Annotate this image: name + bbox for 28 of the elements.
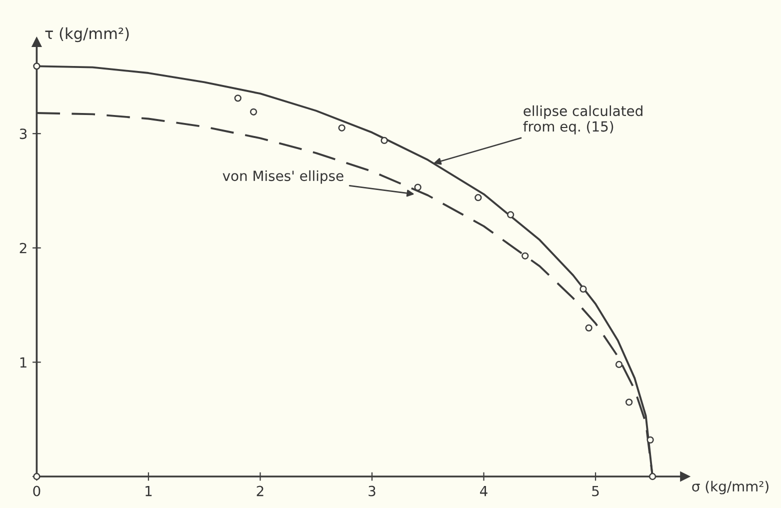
point [580,285,587,293]
point [507,211,514,218]
annotation: von Mises' ellipse [222,170,344,184]
x-tick-label: 3 [368,486,376,496]
point [648,472,656,480]
y-tick-label: 2 [20,242,26,254]
point [338,124,346,132]
x-tick-label: 2 [256,486,264,496]
x-axis-title: σ (kg/mm²) [692,480,768,494]
point [585,324,592,332]
point [414,184,422,191]
point [33,62,40,70]
point [474,194,482,202]
y-tick-label: 1 [20,357,26,368]
point [646,436,654,444]
point [522,252,529,260]
annotation: ellipse calculated from eq. (15) [523,105,642,134]
point [234,94,242,102]
x-tick-label: 4 [480,486,488,496]
point [615,360,623,368]
point [250,108,258,116]
y-axis-title: τ (kg/mm²) [45,27,129,42]
x-tick-label: 0 [33,486,40,496]
point [625,398,633,406]
x-tick-label: 1 [146,486,152,496]
point [380,136,388,144]
y-tick-label: 3 [20,128,27,140]
x-tick-label: 5 [592,486,599,496]
